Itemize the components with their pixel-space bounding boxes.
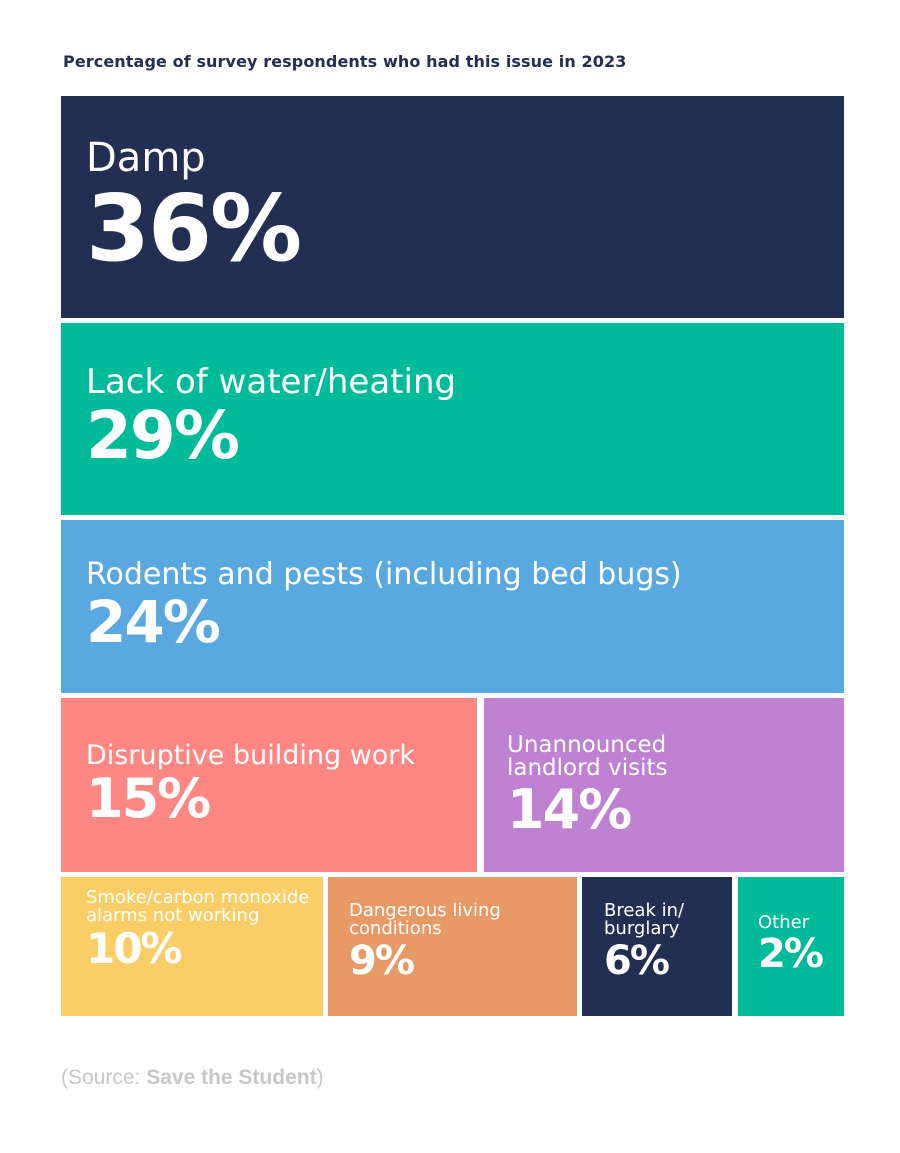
tile-damp: Damp 36% <box>61 96 844 318</box>
tile-label: Unannounced landlord visits <box>507 732 668 782</box>
tile-value: 6% <box>604 937 670 984</box>
tile-label: Rodents and pests (including bed bugs) <box>86 557 682 592</box>
tile-value: 14% <box>507 777 632 841</box>
source-name: Save the Student <box>146 1066 317 1089</box>
tile-value: 9% <box>349 937 415 984</box>
source-suffix: ) <box>316 1066 324 1089</box>
tile-label: Lack of water/heating <box>86 362 457 402</box>
source-note: (Source: Save the Student) <box>61 1066 324 1090</box>
tile-value: 15% <box>86 766 211 830</box>
tile-value: 24% <box>86 587 221 656</box>
tile-label: Disruptive building work <box>86 740 416 771</box>
tile-lack-of-water-heating: Lack of water/heating 29% <box>61 323 844 515</box>
tile-disruptive-building-work: Disruptive building work 15% <box>61 698 477 872</box>
tile-other: Other 2% <box>738 877 844 1016</box>
tile-value: 36% <box>86 174 302 282</box>
tile-break-in-burglary: Break in/ burglary 6% <box>582 877 732 1016</box>
tile-value: 2% <box>758 931 824 978</box>
tile-value: 10% <box>86 923 183 973</box>
tile-label: Break in/ burglary <box>604 900 685 940</box>
tile-label: Other <box>758 912 810 933</box>
chart-title: Percentage of survey respondents who had… <box>63 52 627 71</box>
tile-label: Dangerous living conditions <box>349 900 501 940</box>
tile-value: 29% <box>86 396 240 474</box>
tile-label: Damp <box>86 135 206 181</box>
source-prefix: (Source: <box>61 1066 147 1089</box>
tile-unannounced-landlord-visits: Unannounced landlord visits 14% <box>484 698 844 872</box>
tile-label: Smoke/carbon monoxide alarms not working <box>86 887 310 927</box>
tile-rodents-and-pests: Rodents and pests (including bed bugs) 24… <box>61 520 844 693</box>
tile-smoke-alarms: Smoke/carbon monoxide alarms not working… <box>61 877 323 1016</box>
tile-dangerous-living-conditions: Dangerous living conditions 9% <box>328 877 577 1016</box>
